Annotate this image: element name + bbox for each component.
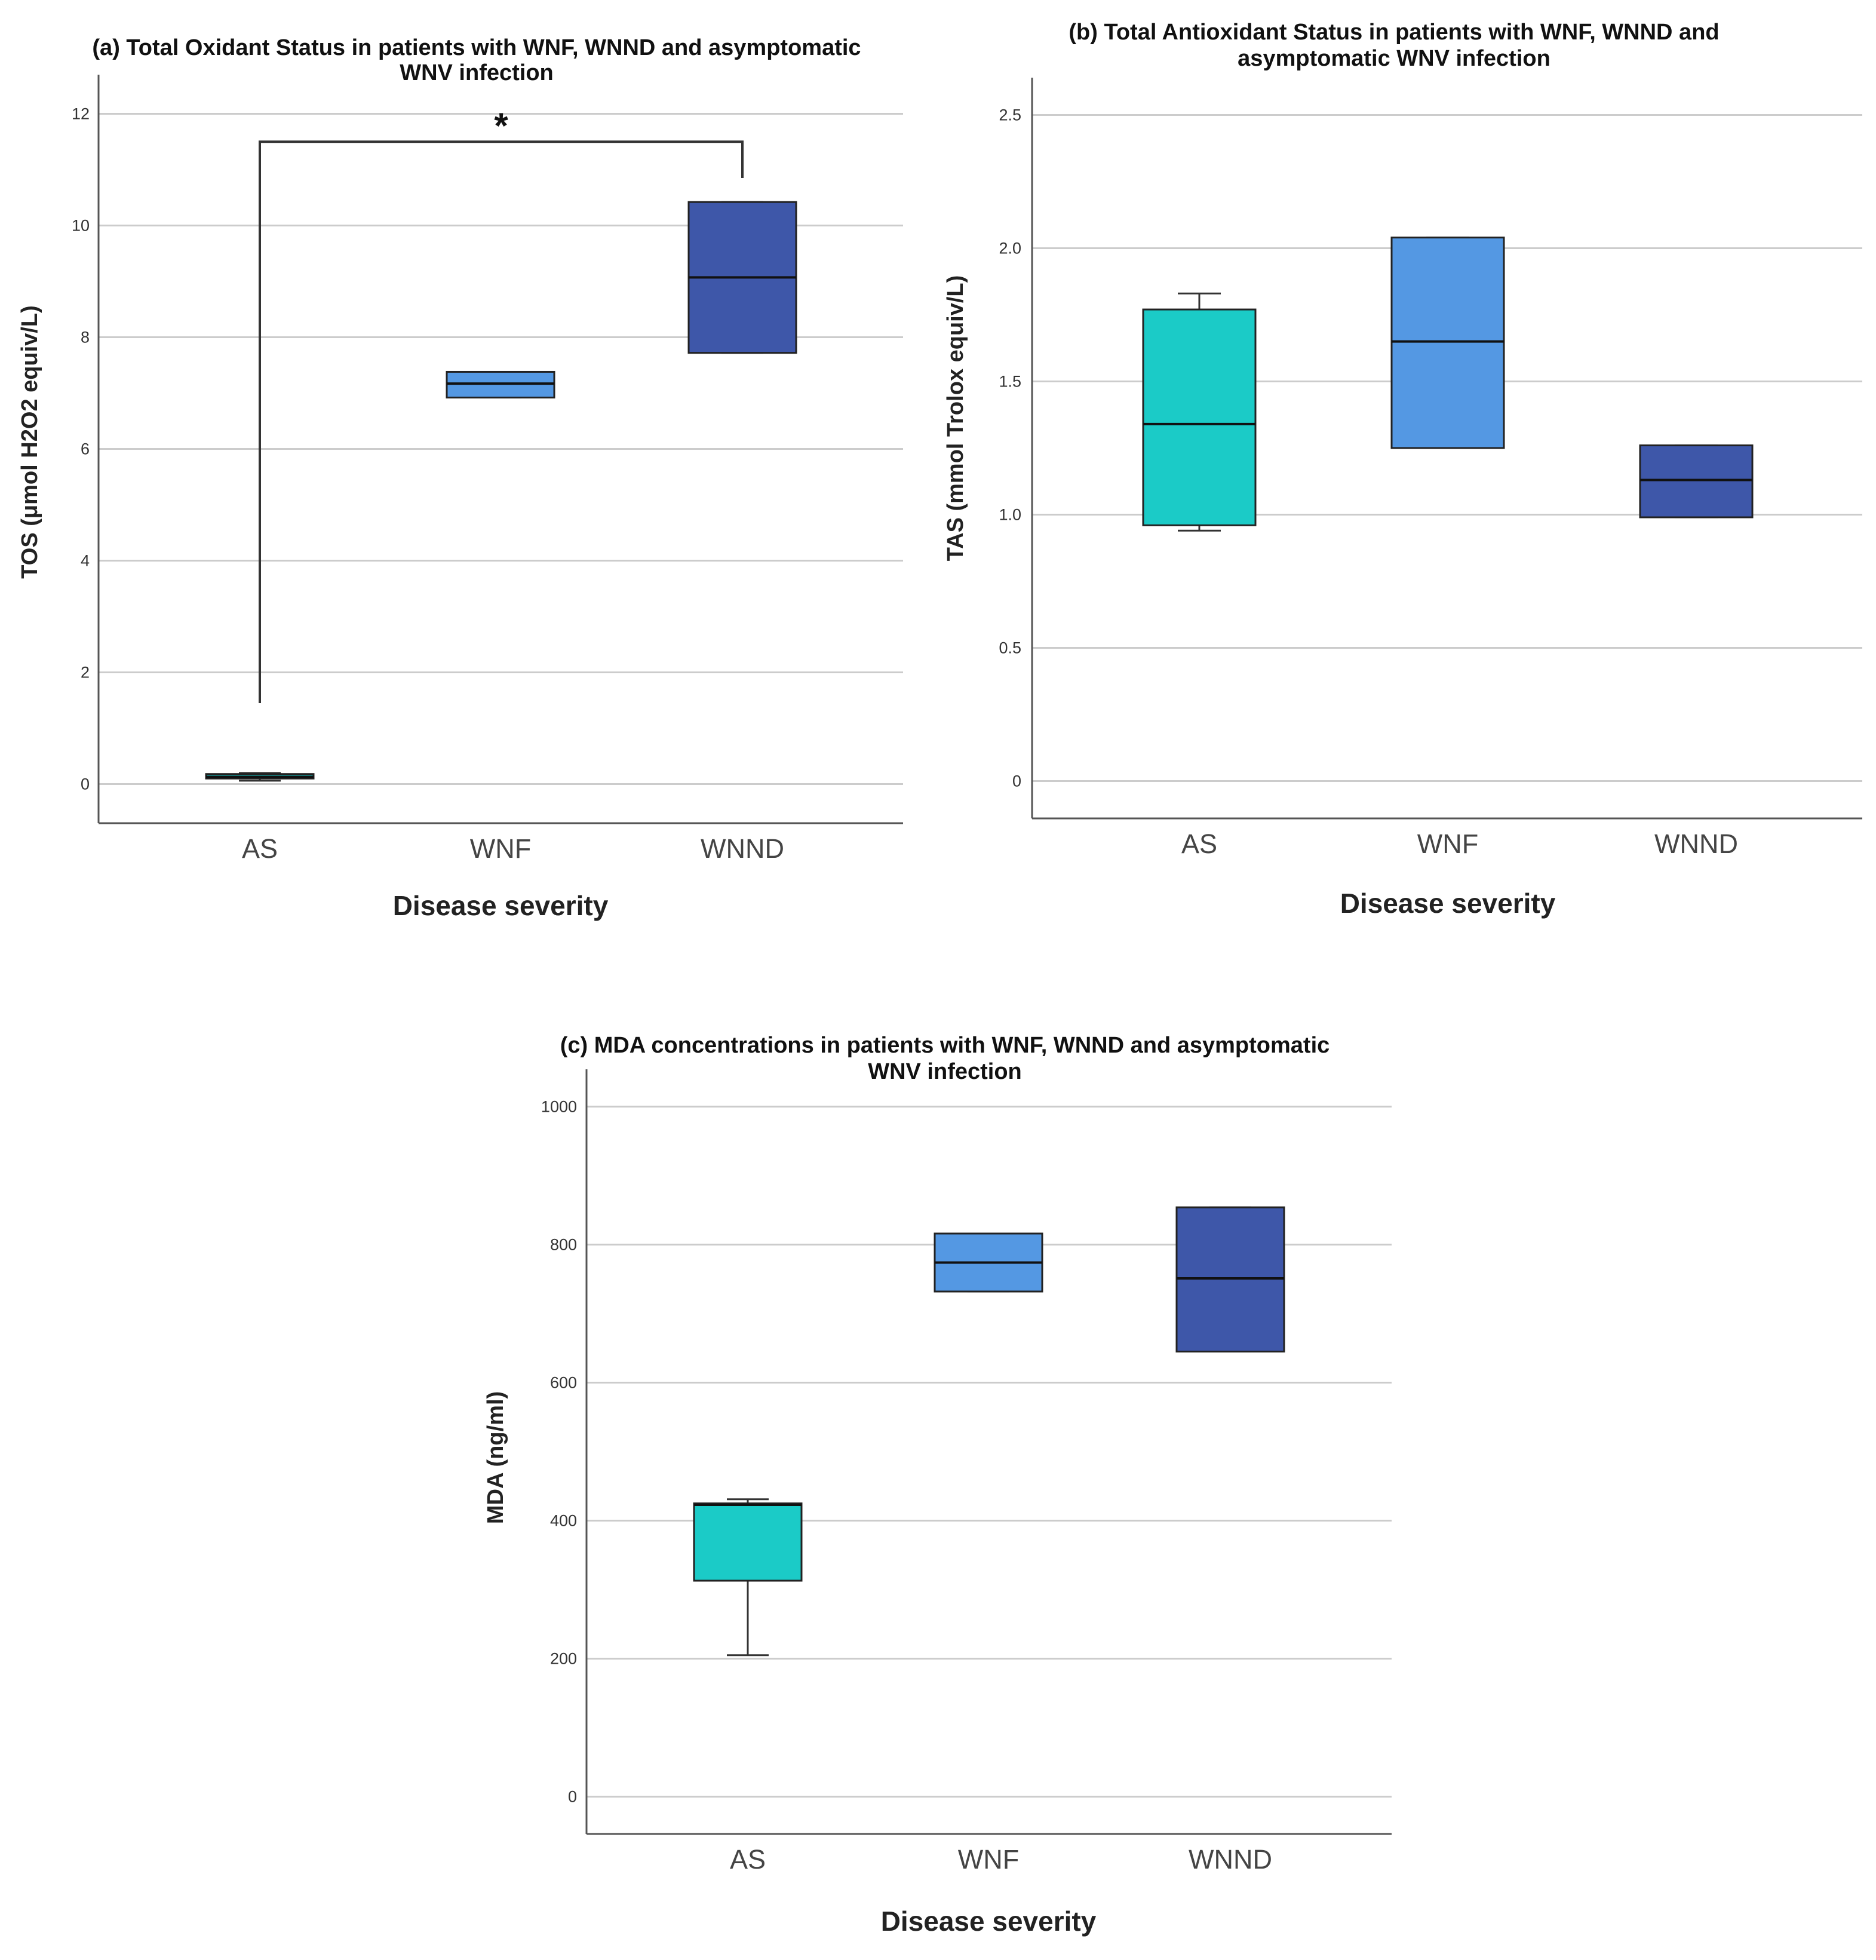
panel-c-category-as: AS bbox=[730, 1844, 766, 1875]
panel-b-category-as: AS bbox=[1181, 829, 1217, 859]
panel-c-mda: (c) MDA concentrations in patients with … bbox=[483, 1033, 1392, 1937]
panel-a-box-wnf bbox=[446, 370, 555, 398]
panel-a-tos: (a) Total Oxidant Status in patients wit… bbox=[17, 35, 903, 921]
y-tick-label: 1.5 bbox=[999, 372, 1021, 390]
significance-bracket bbox=[259, 140, 744, 703]
panel-a-x-axis-label: Disease severity bbox=[393, 890, 609, 921]
panel-c-x-axis-label: Disease severity bbox=[881, 1906, 1097, 1937]
panel-c-title-line2: WNV infection bbox=[868, 1059, 1022, 1084]
panel-a-category-wnnd: WNND bbox=[701, 833, 784, 864]
panel-a-boxes bbox=[205, 201, 797, 782]
panel-b-box-wnnd bbox=[1639, 444, 1754, 519]
y-tick-label: 1000 bbox=[541, 1097, 577, 1115]
panel-c-box-wnnd bbox=[1175, 1206, 1285, 1352]
panel-c-category-wnf: WNF bbox=[958, 1844, 1019, 1875]
y-tick-label: 200 bbox=[550, 1650, 577, 1668]
panel-c-box-wnf bbox=[934, 1232, 1043, 1293]
panel-b-boxes bbox=[1142, 237, 1754, 532]
y-tick-label: 4 bbox=[81, 552, 90, 570]
y-tick-label: 1.0 bbox=[999, 506, 1021, 524]
panel-c-y-axis-label: MDA (ng/ml) bbox=[483, 1391, 508, 1524]
y-tick-label: 400 bbox=[550, 1512, 577, 1530]
y-tick-label: 0 bbox=[81, 775, 90, 793]
panel-c-gridlines bbox=[587, 1105, 1392, 1798]
y-tick-label: 0 bbox=[568, 1788, 577, 1806]
iqr-box bbox=[693, 1502, 803, 1582]
iqr-box bbox=[1390, 237, 1505, 449]
y-tick-label: 0 bbox=[1012, 772, 1021, 790]
significance-star: * bbox=[494, 106, 508, 146]
y-tick-label: 8 bbox=[81, 328, 90, 346]
panel-b-x-axis-label: Disease severity bbox=[1340, 888, 1556, 919]
panel-a-title-line1: (a) Total Oxidant Status in patients wit… bbox=[92, 35, 861, 60]
panel-a-box-wnnd bbox=[687, 201, 797, 354]
panel-c-boxes bbox=[693, 1206, 1285, 1657]
panel-a-box-as bbox=[205, 772, 315, 782]
panel-a-y-axis-label: TOS (μmol H2O2 equiv/L) bbox=[17, 305, 42, 579]
panel-b-box-wnf bbox=[1390, 237, 1505, 449]
panel-c-box-as bbox=[693, 1498, 803, 1657]
panel-c-category-wnnd: WNND bbox=[1189, 1844, 1272, 1875]
y-tick-label: 10 bbox=[72, 216, 90, 234]
panel-c-title-line1: (c) MDA concentrations in patients with … bbox=[560, 1033, 1330, 1058]
y-tick-label: 6 bbox=[81, 440, 90, 458]
y-tick-label: 600 bbox=[550, 1373, 577, 1391]
panel-c-y-ticks: 0 200 400 600 800 1000 bbox=[541, 1097, 577, 1805]
iqr-box bbox=[1142, 308, 1257, 526]
panel-a-gridlines bbox=[99, 112, 903, 786]
y-tick-label: 12 bbox=[72, 105, 90, 122]
iqr-box bbox=[1639, 444, 1754, 519]
y-tick-label: 2 bbox=[81, 664, 90, 682]
panel-a-significance: * bbox=[259, 106, 744, 703]
y-tick-label: 2.0 bbox=[999, 239, 1021, 257]
panel-b-y-axis-label: TAS (mmol Trolox equiv/L) bbox=[943, 275, 968, 562]
panel-a-category-as: AS bbox=[242, 833, 278, 864]
panel-a-title-line2: WNV infection bbox=[400, 60, 554, 85]
panel-b-title-line2: asymptomatic WNV infection bbox=[1238, 46, 1550, 71]
y-tick-label: 0.5 bbox=[999, 639, 1021, 657]
panel-b-title-line1: (b) Total Antioxidant Status in patients… bbox=[1069, 20, 1719, 45]
panel-b-tas: (b) Total Antioxidant Status in patients… bbox=[943, 20, 1862, 919]
panel-a-y-ticks: 0 2 4 6 8 10 12 bbox=[72, 105, 90, 793]
panel-b-category-wnf: WNF bbox=[1417, 829, 1478, 859]
y-tick-label: 2.5 bbox=[999, 106, 1021, 124]
panel-b-category-wnnd: WNND bbox=[1654, 829, 1738, 859]
y-tick-label: 800 bbox=[550, 1235, 577, 1253]
panel-a-category-wnf: WNF bbox=[470, 833, 531, 864]
panel-b-box-as bbox=[1142, 292, 1257, 532]
panel-b-y-ticks: 0 0.5 1.0 1.5 2.0 2.5 bbox=[999, 106, 1021, 790]
